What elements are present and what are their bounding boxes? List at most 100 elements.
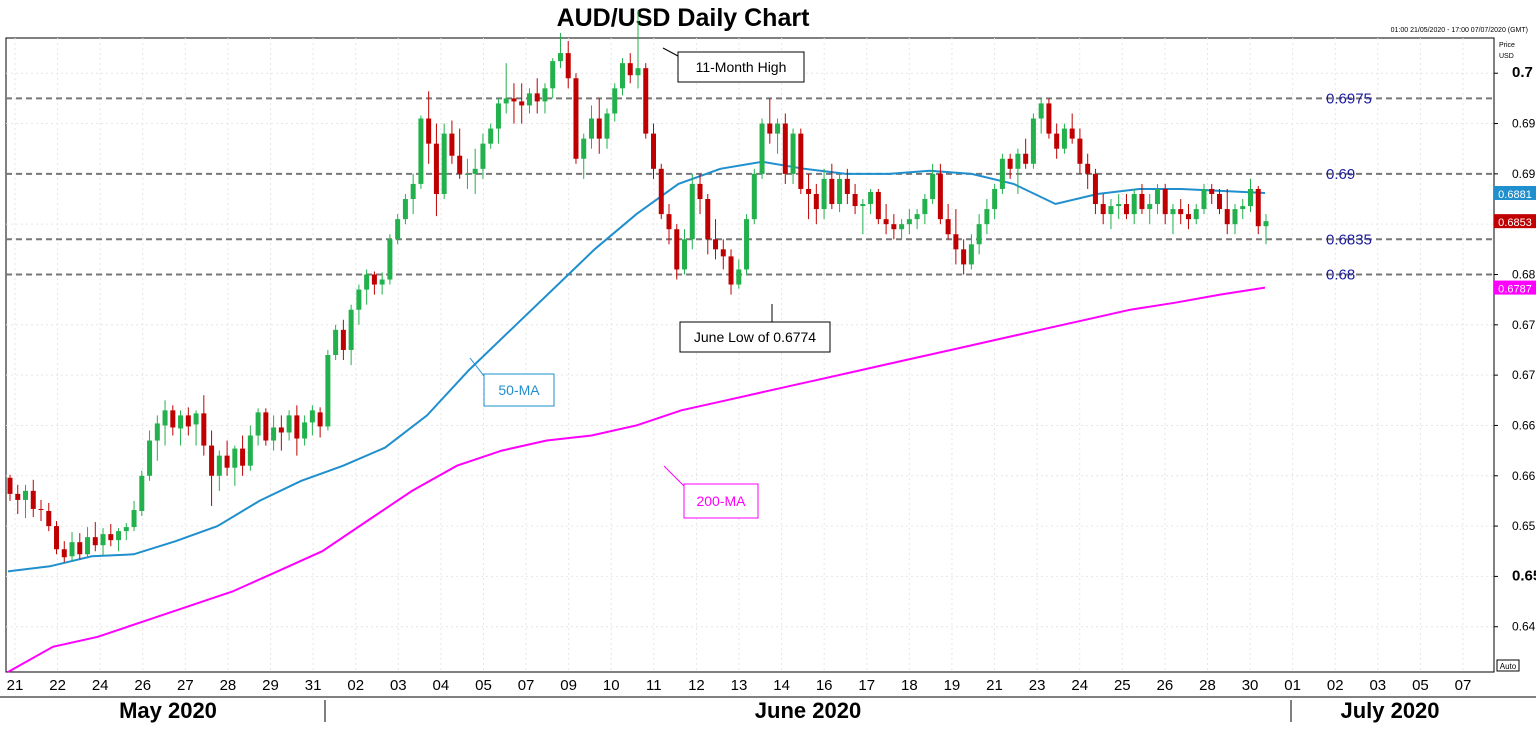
candle-body <box>1162 188 1168 215</box>
candle <box>526 88 532 114</box>
candle <box>147 430 153 481</box>
candle <box>247 425 253 471</box>
candle-body <box>178 415 184 429</box>
candle <box>1263 214 1269 245</box>
candle-body <box>1170 209 1176 215</box>
price-tag-box <box>1494 214 1536 229</box>
candle <box>860 199 866 235</box>
candle <box>488 123 494 149</box>
candle-body <box>588 118 594 139</box>
x-tick-label: 09 <box>560 677 577 694</box>
candle <box>364 269 370 305</box>
x-tick-label: 30 <box>1242 677 1259 694</box>
candle-body <box>15 493 21 500</box>
candle-body <box>961 249 967 265</box>
candle <box>449 120 455 164</box>
candle-body <box>922 199 928 215</box>
candle-body <box>1007 158 1013 169</box>
candle <box>54 521 60 555</box>
candle <box>604 108 610 149</box>
y-axis: 0.6450.650.6550.660.6650.670.6750.680.68… <box>1494 64 1536 672</box>
candle <box>232 445 238 486</box>
candle <box>116 528 122 552</box>
annotation-leader <box>663 465 685 487</box>
candle <box>713 219 719 260</box>
candle-body <box>813 193 819 210</box>
candle <box>511 83 517 124</box>
candle-body <box>1054 133 1060 149</box>
candle-body <box>759 123 765 174</box>
candle-body <box>937 173 943 220</box>
candle-body <box>263 412 269 441</box>
candle-body <box>612 88 618 114</box>
x-tick-label: 27 <box>177 677 194 694</box>
candle <box>472 148 478 194</box>
annotation-june-low: June Low of 0.6774 <box>679 304 831 353</box>
candle <box>829 163 835 210</box>
annotation-text: 11-Month High <box>696 59 787 75</box>
candle <box>821 168 827 220</box>
candle <box>852 183 858 215</box>
candle <box>720 239 726 270</box>
candle-body <box>875 191 881 220</box>
candle <box>457 128 463 179</box>
candle-body <box>627 63 633 76</box>
candle <box>751 168 757 225</box>
candle <box>999 153 1005 194</box>
candle <box>550 58 556 99</box>
candle <box>216 450 222 491</box>
candle <box>976 214 982 255</box>
candle-body <box>7 477 13 494</box>
x-tick-label: 12 <box>688 677 705 694</box>
candle-body <box>992 188 998 210</box>
candle-body <box>1069 128 1075 139</box>
candle <box>992 183 998 220</box>
candle <box>309 405 315 436</box>
candle-body <box>705 199 711 240</box>
candle <box>100 528 106 556</box>
candle-body <box>1038 103 1044 119</box>
candle-body <box>519 101 525 106</box>
candle <box>162 400 168 446</box>
x-tick-label: 01 <box>1284 677 1301 694</box>
candle <box>588 105 594 149</box>
candle-body <box>1147 204 1153 210</box>
candle <box>1139 183 1145 215</box>
annotation-text: 50-MA <box>498 382 540 398</box>
candle-body <box>596 118 602 139</box>
x-tick-label: 25 <box>1114 677 1131 694</box>
candle-body <box>449 133 455 156</box>
candle <box>519 83 525 124</box>
candle <box>1046 98 1052 139</box>
candle <box>573 73 579 164</box>
candle <box>1054 123 1060 159</box>
candle <box>736 259 742 289</box>
y-tick-label: 0.68 <box>1512 267 1536 281</box>
annotation-leader <box>469 357 485 377</box>
candle <box>1108 199 1114 230</box>
candle <box>1023 138 1029 169</box>
candle <box>1147 193 1153 225</box>
candle <box>85 527 91 559</box>
candle <box>899 219 905 240</box>
candle <box>1038 98 1044 134</box>
candle-body <box>968 244 974 265</box>
price-axis-label-line2: USD <box>1499 53 1514 60</box>
candle <box>77 533 83 560</box>
candle-body <box>1247 188 1253 207</box>
candle <box>7 474 13 501</box>
auto-box[interactable] <box>1496 659 1520 672</box>
candle-body <box>348 309 354 350</box>
candle <box>209 430 215 506</box>
candle-body <box>1201 188 1207 210</box>
candle-body <box>689 183 695 240</box>
candle <box>767 98 773 144</box>
candle <box>1069 113 1075 144</box>
candle-body <box>1185 214 1191 220</box>
candle-body <box>503 98 509 104</box>
candle <box>263 408 269 446</box>
x-tick-label: 28 <box>220 677 237 694</box>
candle <box>170 405 176 436</box>
candle <box>1100 193 1106 225</box>
